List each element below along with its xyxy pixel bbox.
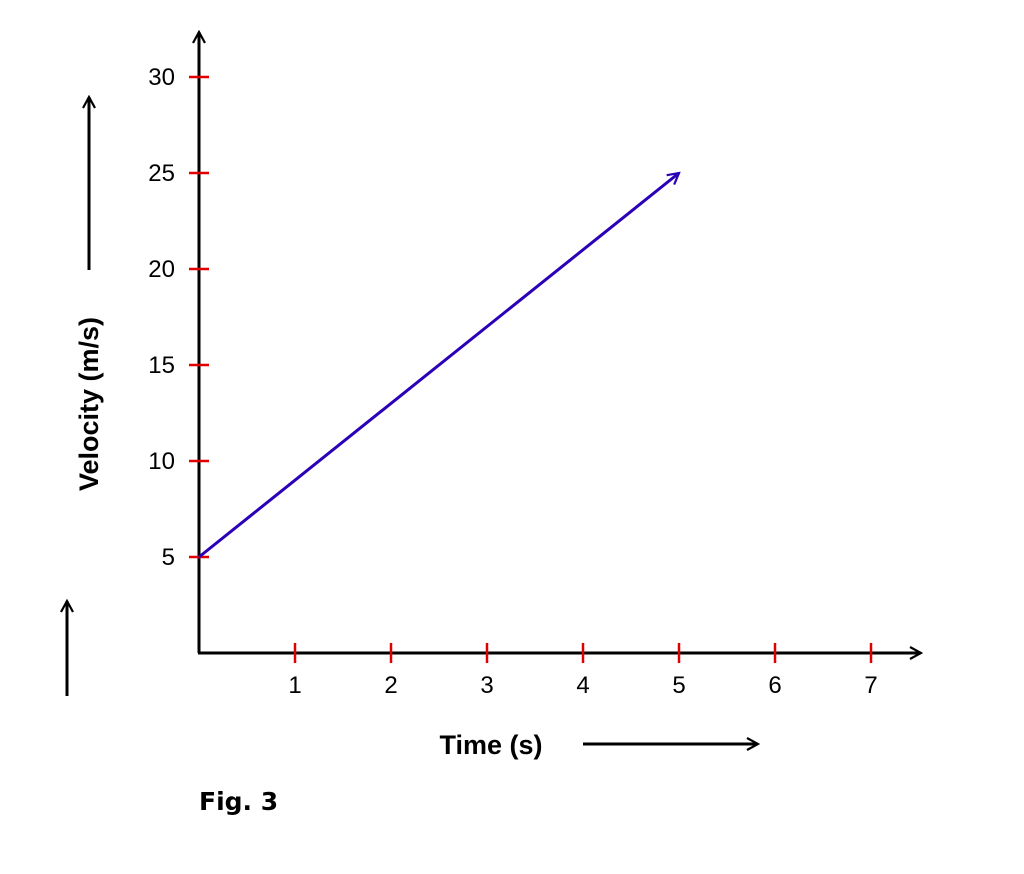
x-tick-label: 4 [576, 672, 589, 699]
y-ticks: 5 10 15 20 25 30 [148, 64, 209, 571]
y-tick-label: 15 [148, 352, 175, 379]
y-tick-label: 30 [148, 64, 175, 91]
x-tick-label: 2 [384, 672, 397, 699]
y-tick-label: 25 [148, 160, 175, 187]
x-tick-label: 6 [768, 672, 781, 699]
x-tick-label: 7 [864, 672, 877, 699]
series-line-velocity [198, 173, 679, 559]
figure-caption: Fig. 3 [199, 787, 278, 816]
x-axis-title: Time (s) [439, 730, 542, 760]
y-tick-label: 5 [162, 544, 175, 571]
x-ticks: 1 2 3 4 5 6 7 [288, 643, 878, 699]
y-tick-label: 10 [148, 448, 175, 475]
y-tick-label: 20 [148, 256, 175, 283]
x-tick-label: 5 [672, 672, 685, 699]
series-layer [198, 173, 679, 559]
y-axis-title: Velocity (m/s) [74, 317, 104, 491]
x-tick-label: 3 [480, 672, 493, 699]
x-tick-label: 1 [288, 672, 301, 699]
